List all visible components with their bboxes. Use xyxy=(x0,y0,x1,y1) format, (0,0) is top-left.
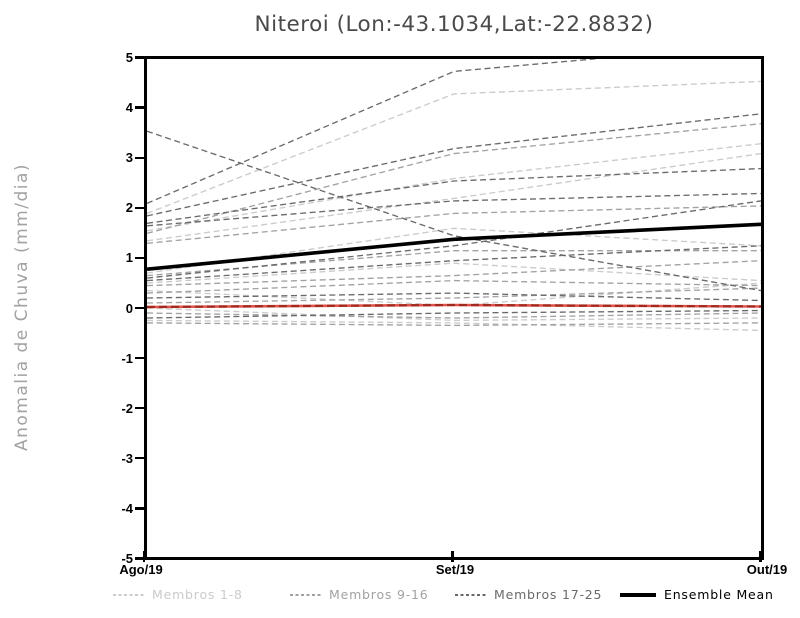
legend-label: Membros 17-25 xyxy=(494,587,603,602)
plot-area xyxy=(144,56,764,560)
ensemble-member-line xyxy=(147,123,761,234)
ensemble-member-line xyxy=(147,192,761,227)
legend-label: Membros 1-8 xyxy=(152,587,243,602)
y-tick-mark xyxy=(135,557,144,560)
x-tick-label: Set/19 xyxy=(435,562,475,577)
legend-line-sample xyxy=(113,594,144,596)
ensemble-member-line xyxy=(147,309,761,319)
y-tick-label: 2 xyxy=(125,200,133,216)
y-tick-label: 1 xyxy=(125,250,133,266)
legend-line-sample xyxy=(455,594,486,596)
y-tick-mark xyxy=(135,206,144,209)
y-axis-label: Anomalia de Chuva (mm/dia) xyxy=(12,162,32,452)
ensemble-member-line xyxy=(147,59,602,205)
ensemble-member-line xyxy=(147,152,761,242)
y-tick-label: 4 xyxy=(125,100,133,116)
ensemble-member-line xyxy=(147,167,761,224)
ensemble-member-line xyxy=(147,319,761,332)
ensemble-member-line xyxy=(147,227,761,274)
ensemble-member-line xyxy=(147,113,761,217)
y-tick-mark xyxy=(135,457,144,460)
legend-label: Membros 9-16 xyxy=(329,587,429,602)
y-tick-label: -5 xyxy=(121,551,133,566)
x-tick-label: Ago/19 xyxy=(119,562,163,577)
legend-item: Membros 1-8 xyxy=(113,586,283,604)
legend-label: Ensemble Mean xyxy=(664,587,774,602)
ensemble-member-line xyxy=(147,292,761,302)
y-tick-label: 5 xyxy=(125,50,133,65)
y-tick-mark xyxy=(135,407,144,410)
chart-title: Niteroi (Lon:-43.1034,Lat:-22.8832) xyxy=(254,12,654,37)
y-tick-mark xyxy=(135,306,144,310)
ensemble-member-line xyxy=(147,200,761,279)
ensemble-member-line xyxy=(147,287,761,304)
y-tick-mark xyxy=(135,56,144,59)
y-tick-label: -2 xyxy=(121,400,133,416)
x-tick-mark xyxy=(451,551,454,562)
y-tick-label: 3 xyxy=(125,150,133,166)
y-tick-label: -1 xyxy=(121,350,133,366)
y-tick-mark xyxy=(135,356,144,360)
reference-line-dash xyxy=(147,303,761,309)
x-tick-mark xyxy=(759,551,762,562)
legend-item: Ensemble Mean xyxy=(620,586,790,604)
chart-canvas xyxy=(147,59,761,332)
y-tick-mark xyxy=(135,256,144,260)
legend-item: Membros 9-16 xyxy=(290,586,460,604)
y-tick-mark xyxy=(135,507,144,510)
ensemble-member-line xyxy=(147,143,761,232)
y-tick-mark xyxy=(135,156,144,159)
ensemble-member-line xyxy=(147,205,761,244)
legend-line-sample xyxy=(290,594,321,596)
ensemble-member-line xyxy=(147,245,761,282)
y-tick-label: 0 xyxy=(125,300,133,316)
ensemble-member-line xyxy=(147,260,761,287)
legend-item: Membros 17-25 xyxy=(455,586,625,604)
y-tick-label: -3 xyxy=(121,450,133,466)
ensemble-member-line xyxy=(147,312,761,319)
y-tick-mark xyxy=(135,106,144,109)
chart-legend: Membros 1-8 Membros 9-16 Membros 17-25 Ense… xyxy=(0,586,800,606)
ensemble-member-line xyxy=(147,130,761,292)
ensemble-member-line xyxy=(147,307,761,322)
legend-line-sample xyxy=(620,593,656,597)
ensemble-member-line xyxy=(147,80,761,215)
ensemble-member-line xyxy=(147,322,761,327)
ensemble-member-line xyxy=(147,262,761,284)
x-tick-mark xyxy=(142,551,146,562)
ensemble-mean-line xyxy=(147,222,761,271)
y-tick-label: -4 xyxy=(121,500,133,516)
ensemble-member-line xyxy=(147,279,761,294)
x-tick-label: Out/19 xyxy=(746,562,788,577)
